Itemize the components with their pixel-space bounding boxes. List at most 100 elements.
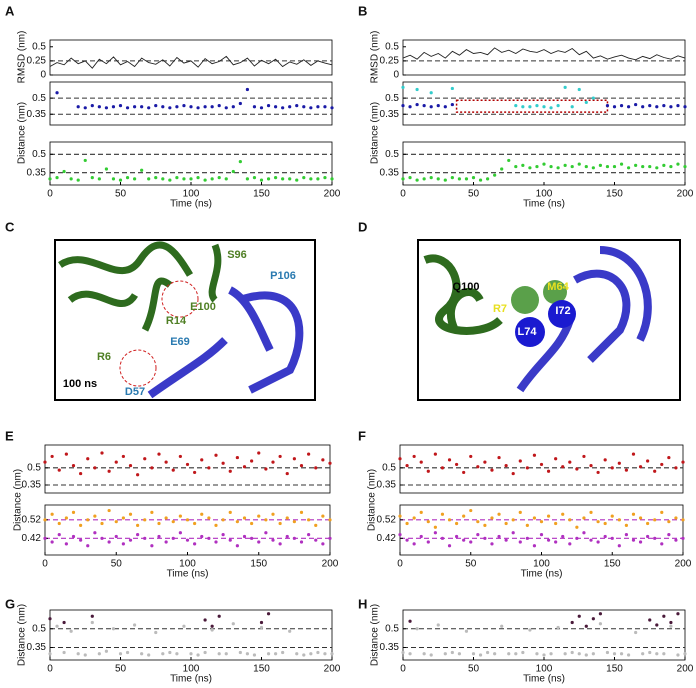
data-point <box>245 87 249 92</box>
data-point <box>285 534 289 539</box>
x-tick-label: 50 <box>111 559 123 570</box>
data-point <box>619 652 624 656</box>
data-point <box>556 625 560 630</box>
data-point <box>674 466 678 470</box>
highlight <box>119 349 157 387</box>
data-point <box>575 525 579 529</box>
atom-sphere <box>543 280 567 304</box>
data-point <box>596 540 600 544</box>
data-point <box>278 542 282 546</box>
data-point <box>316 650 320 655</box>
plot-frame <box>44 444 331 494</box>
data-point <box>660 510 664 515</box>
data-point <box>561 512 565 516</box>
data-point <box>242 465 247 469</box>
data-point <box>415 87 419 92</box>
x-tick-label: 150 <box>250 559 267 570</box>
data-point <box>299 510 304 515</box>
data-point <box>328 461 332 465</box>
data-point <box>161 105 165 109</box>
data-point <box>433 531 437 535</box>
panel-letter: G <box>5 596 15 611</box>
data-point <box>71 534 76 539</box>
data-point <box>589 510 593 515</box>
data-point <box>238 101 242 106</box>
y-tick-label: 0.42 <box>377 533 397 544</box>
y-tick-label: 0.42 <box>22 533 42 544</box>
data-point <box>178 531 182 535</box>
data-point <box>118 178 123 182</box>
data-point <box>316 177 320 181</box>
residue-label: R7 <box>493 303 507 315</box>
data-point <box>447 544 452 548</box>
data-point <box>228 538 232 542</box>
data-point <box>561 465 565 469</box>
data-point <box>221 461 225 465</box>
data-point <box>48 617 52 621</box>
data-point <box>69 629 73 633</box>
data-point <box>655 166 659 170</box>
data-point <box>90 104 94 108</box>
data-point <box>455 534 459 539</box>
data-point <box>299 463 304 468</box>
data-point <box>683 164 687 169</box>
data-point <box>683 105 687 109</box>
data-point <box>669 624 673 628</box>
x-tick-label: 50 <box>468 664 480 675</box>
y-tick-label: 0.5 <box>32 41 46 52</box>
data-point <box>398 533 402 537</box>
data-point <box>203 650 207 655</box>
data-point <box>64 542 68 546</box>
atom-sphere <box>511 286 539 314</box>
data-point <box>631 452 636 456</box>
data-point <box>295 178 299 182</box>
data-point <box>210 624 214 628</box>
data-point <box>314 538 318 542</box>
data-point <box>662 614 666 618</box>
data-point <box>455 462 459 467</box>
data-point <box>189 105 193 109</box>
x-tick-label: 100 <box>536 189 553 200</box>
data-point <box>221 533 225 537</box>
data-point <box>118 104 123 108</box>
data-point <box>631 512 636 516</box>
data-point <box>321 542 325 546</box>
data-point <box>561 534 565 539</box>
panel-letter: H <box>358 596 367 611</box>
y-axis-label: Distance (nm) <box>17 604 28 666</box>
data-point <box>231 105 235 109</box>
data-point <box>259 106 264 110</box>
data-point <box>493 173 497 177</box>
data-point <box>669 105 673 109</box>
data-point <box>182 104 186 108</box>
data-point <box>627 166 631 170</box>
data-point <box>178 454 182 459</box>
data-point <box>97 177 101 181</box>
data-point <box>314 466 318 470</box>
data-point <box>90 176 94 180</box>
data-point <box>250 521 254 526</box>
x-tick-label: 150 <box>606 664 623 675</box>
data-point <box>264 518 268 522</box>
data-point <box>401 85 405 89</box>
data-point <box>330 177 334 181</box>
residue-label: I72 <box>555 305 570 317</box>
data-point <box>121 516 125 520</box>
data-point <box>641 105 645 109</box>
x-tick-label: 0 <box>400 189 406 200</box>
data-point <box>667 533 671 537</box>
data-point <box>189 177 193 181</box>
data-point <box>478 653 483 657</box>
data-point <box>171 536 175 540</box>
data-point <box>147 653 151 657</box>
data-point <box>69 177 73 181</box>
data-point <box>500 624 504 628</box>
data-point <box>182 177 186 181</box>
panel-letter: E <box>5 428 14 443</box>
data-point <box>133 177 137 181</box>
data-line <box>402 47 686 61</box>
data-point <box>582 531 586 535</box>
data-point <box>504 521 508 526</box>
residue-label: L74 <box>518 326 538 338</box>
data-point <box>504 538 508 542</box>
